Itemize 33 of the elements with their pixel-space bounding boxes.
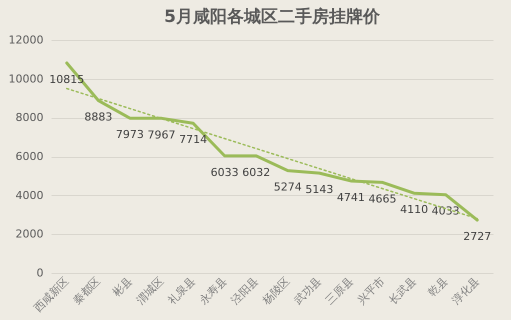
y-tick-label: 12000 [8,34,44,46]
data-label: 2727 [463,230,492,244]
y-tick-label: 4000 [16,188,44,202]
y-tick-label: 0 [36,266,44,280]
x-tick-label: 渭城区 [134,274,166,308]
x-tick-label: 武功县 [292,274,324,308]
data-label: 7714 [179,133,208,146]
data-label: 5143 [305,183,334,196]
x-tick-label: 礼泉县 [165,274,198,308]
data-label: 4665 [368,192,396,206]
x-tick-label: 杨陵区 [259,274,293,308]
x-tick-label: 秦都区 [70,274,104,308]
y-tick-label: 10000 [8,72,44,86]
data-label: 5274 [274,180,302,194]
x-tick-label: 兴平市 [354,274,388,308]
data-label: 4741 [336,190,365,204]
y-tick-label: 2000 [16,228,44,241]
data-label: 7973 [116,128,144,142]
data-label: 4110 [400,203,428,216]
data-label: 8883 [84,110,112,124]
x-tick-label: 永寿县 [196,274,230,308]
x-tick-label: 长武县 [386,274,419,308]
data-label: 7967 [148,128,176,142]
x-tick-label: 淳化县 [449,274,482,308]
x-tick-label: 彬县 [110,274,135,300]
data-label: 6032 [242,166,270,179]
chart-title: 5月咸阳各城区二手房挂牌价 [164,7,381,27]
x-tick-label: 泾阳县 [228,274,261,308]
y-tick-label: 6000 [16,150,44,163]
data-label: 6033 [210,166,239,179]
y-tick-label: 8000 [16,111,44,124]
x-tick-label: 乾县 [426,274,450,300]
x-tick-label: 三原县 [323,274,356,308]
